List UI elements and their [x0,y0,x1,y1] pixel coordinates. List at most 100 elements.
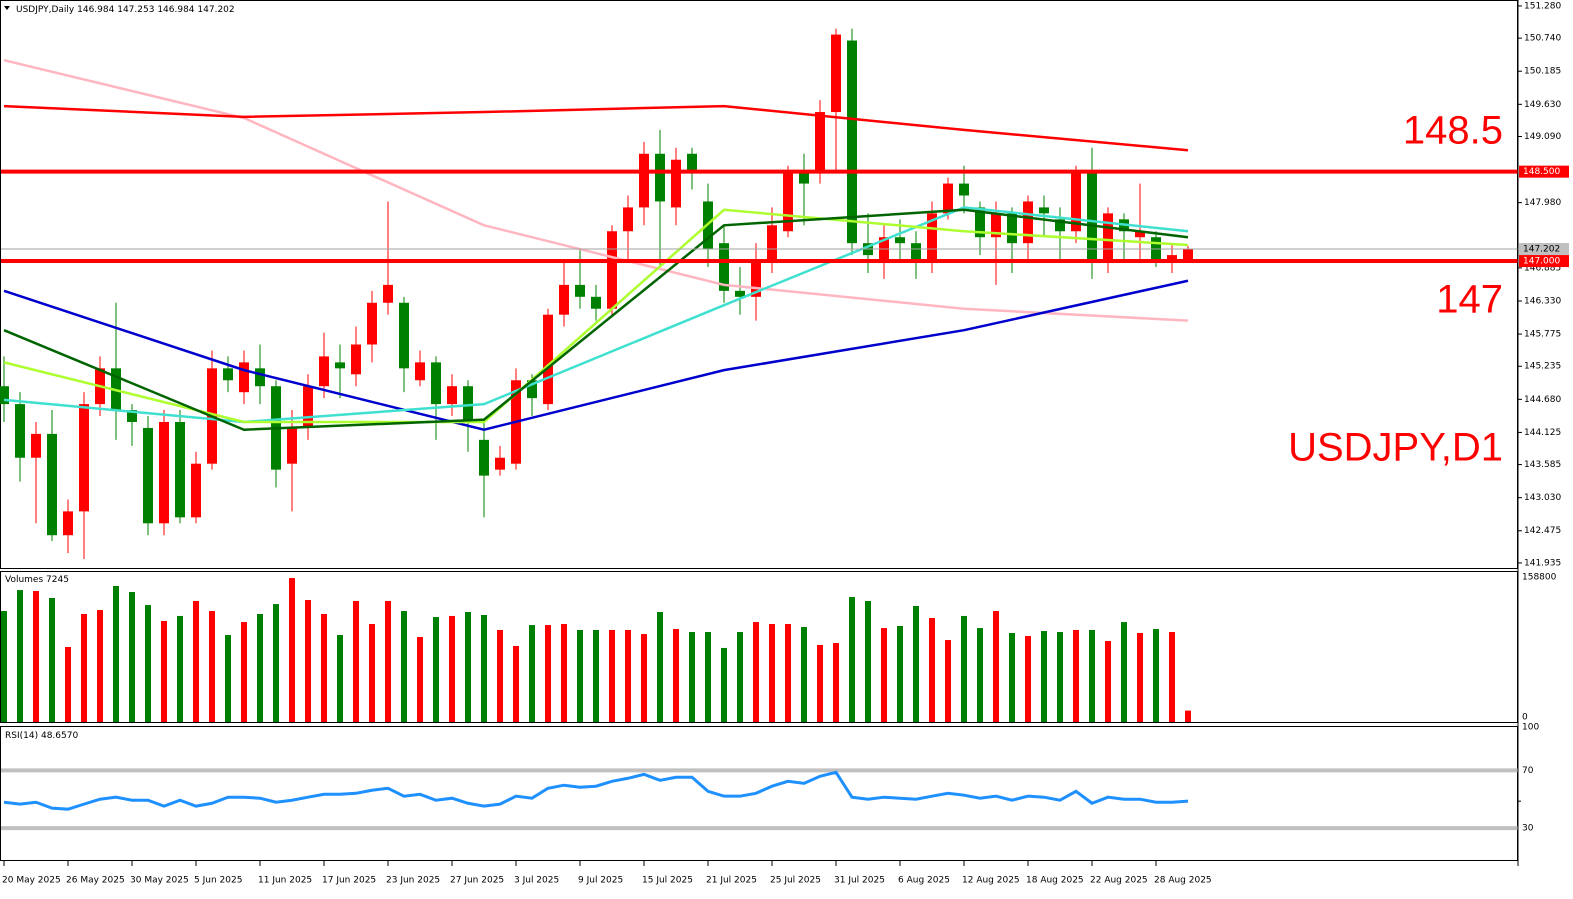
volume-bar [81,614,87,722]
x-tick-label: 5 Jun 2025 [194,876,242,886]
volume-bar [17,590,23,722]
y-tick-label: 100 [1522,723,1539,733]
candle-body [543,314,553,405]
x-tick-label: 25 Jul 2025 [770,876,821,886]
level-axis-label: 147.000 [1523,257,1560,267]
volume-bar [881,628,887,722]
candle-body [1039,207,1049,214]
volume-bar [193,600,199,722]
y-tick-label: 145.775 [1524,330,1561,340]
price-label: 147.202 [1523,245,1560,255]
x-tick-label: 3 Jul 2025 [514,876,559,886]
y-tick-label: 70 [1522,766,1534,776]
volume-bar [865,600,871,722]
y-tick-label: 150.740 [1524,34,1561,44]
volume-bar [241,622,247,722]
rsi-last: 48.6570 [41,731,78,741]
candle-body [831,34,841,113]
x-tick-label: 20 May 2025 [2,876,61,886]
candle-body [1055,219,1065,232]
volume-bar [449,615,455,722]
volume-bar [481,614,487,722]
volume-bar [1025,635,1031,722]
candle-body [591,296,601,309]
volume-bar [465,612,471,722]
volume-bar [1057,632,1063,722]
x-tick-label: 21 Jul 2025 [706,876,757,886]
candle-body [351,344,361,375]
y-tick-label: 0 [1522,713,1528,723]
volume-bar [161,620,167,722]
volume-bar [257,614,263,722]
volume-bar [33,591,39,722]
candle-body [655,153,665,202]
candle-body [159,421,169,524]
candle-body [575,284,585,297]
volume-bar [129,591,135,722]
candle-body [991,213,1001,238]
candle-body [287,427,297,464]
volume-bar [705,632,711,722]
volume-bar [1009,632,1015,722]
candle-body [495,457,505,470]
candle-body [943,183,953,214]
y-tick-label: 158800 [1522,573,1557,583]
chart-header: USDJPY,Daily 146.984 147.253 146.984 147… [16,5,235,15]
candle-body [175,421,185,518]
x-tick-label: 30 May 2025 [130,876,189,886]
y-tick-label: 149.630 [1524,100,1561,110]
candle-body [927,213,937,262]
candle-body [399,302,409,369]
rsi-title: RSI(14) [5,731,38,741]
symbol: USDJPY,Daily [16,5,75,15]
candle-body [367,302,377,345]
candle-body [47,433,57,536]
candle-body [671,159,681,208]
candle-body [1183,249,1193,263]
volume-bar [1105,641,1111,722]
level-axis-box [1519,255,1569,268]
ohlc-high: 147.253 [117,5,154,15]
x-tick-label: 27 Jun 2025 [450,876,504,886]
volume-bar [641,634,647,722]
volume-bar [1073,629,1079,722]
candle-body [1007,213,1017,244]
candle-body [735,290,745,297]
x-tick-label: 23 Jun 2025 [386,876,440,886]
candle-body [303,386,313,428]
volume-bar [593,629,599,722]
volume-bar [529,625,535,722]
candle-body [447,386,457,405]
moving-average [3,58,1189,322]
volume-bar [977,628,983,722]
volume-bar [993,611,999,722]
volume-bar [545,625,551,722]
candle-body [527,380,537,399]
level-annotation: 147 [1436,278,1503,322]
volume-bar [689,632,695,722]
candle-body [847,40,857,244]
candle-body [319,356,329,387]
volume-bar [769,623,775,722]
y-tick-label: 150.185 [1524,67,1561,77]
moving-average [3,279,1189,432]
volume-bar [1121,622,1127,722]
volume-bar [145,605,151,722]
candle-body [383,284,393,303]
volume-bar [657,612,663,722]
candle-body [1167,255,1177,262]
x-tick-label: 9 Jul 2025 [578,876,623,886]
candle-body [975,207,985,238]
x-tick-label: 17 Jun 2025 [322,876,376,886]
volume-bar [961,615,967,722]
volume-bar [737,632,743,722]
candle-body [799,171,809,184]
y-tick-label: 146.330 [1524,296,1561,306]
volume-bar [497,629,503,722]
volume-bar [273,604,279,722]
x-tick-label: 31 Jul 2025 [834,876,885,886]
level-axis-box [1519,165,1569,178]
volume-header: Volumes 7245 [5,575,69,585]
